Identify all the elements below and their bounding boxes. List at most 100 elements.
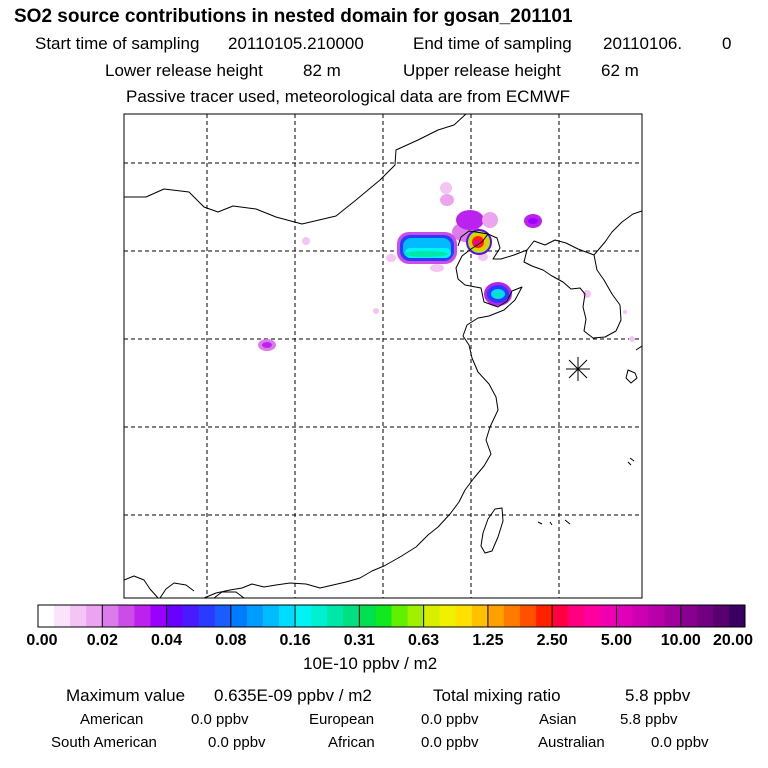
coast-japan — [625, 369, 638, 384]
upper-release-value: 62 m — [601, 61, 639, 80]
coast-liaodong — [457, 230, 489, 247]
plot-title: SO2 source contributions in nested domai… — [14, 6, 573, 27]
plume-faint — [302, 237, 310, 245]
region-name: South American — [51, 734, 157, 751]
plume-faint — [623, 310, 627, 314]
colorbar — [37, 604, 746, 628]
end-time-value: 20110106. — [603, 34, 683, 53]
region-name: American — [80, 711, 144, 728]
tracer-note: Passive tracer used, meteorological data… — [126, 87, 571, 106]
colorbar-tick-label: 2.50 — [536, 632, 568, 649]
colorbar-tick-label: 0.00 — [26, 632, 58, 649]
max-value-label: Maximum value — [66, 686, 186, 705]
coast-taiwan — [480, 507, 504, 554]
coast-korea — [523, 249, 622, 339]
colorbar-swatch — [648, 605, 666, 627]
total-mixing-label: Total mixing ratio — [433, 686, 561, 705]
lower-release-value: 82 m — [303, 61, 341, 80]
colorbar-swatch — [134, 605, 151, 627]
colorbar-swatch — [520, 605, 537, 627]
region-name: Asian — [539, 711, 577, 728]
colorbar-swatch — [664, 605, 682, 627]
plume-remote — [262, 342, 272, 348]
colorbar-swatch — [455, 605, 473, 627]
coast-japan — [635, 345, 642, 351]
colorbar-swatch — [423, 605, 441, 627]
end-time-hour: 0 — [722, 34, 732, 53]
colorbar-swatch — [616, 605, 634, 627]
colorbar-tick-label: 0.31 — [343, 632, 375, 649]
colorbar-swatch — [728, 605, 746, 627]
coast-south — [159, 582, 195, 598]
end-time-label: End time of sampling — [413, 34, 572, 53]
region-value: 0.0 ppbv — [208, 734, 266, 751]
colorbar-unit: 10E-10 ppbv / m2 — [303, 654, 438, 673]
colorbar-swatch — [439, 605, 457, 627]
colorbar-swatch — [552, 605, 569, 627]
border-line — [124, 114, 467, 225]
start-time-label: Start time of sampling — [35, 34, 200, 53]
plume-purple — [456, 210, 484, 230]
plume-purple — [528, 218, 538, 224]
colorbar-swatch — [680, 605, 698, 627]
colorbar-swatch — [632, 605, 650, 627]
region-name: European — [309, 711, 375, 728]
colorbar-swatch — [214, 605, 232, 627]
region-name: African — [328, 734, 375, 751]
colorbar-frame — [37, 604, 746, 628]
colorbar-swatch — [118, 605, 135, 627]
colorbar-swatch — [279, 605, 296, 627]
plume-faint — [440, 194, 454, 206]
colorbar-swatch — [198, 605, 216, 627]
colorbar-swatch — [230, 605, 248, 627]
plume-secondary — [494, 293, 502, 297]
colorbar-tick-label: 0.16 — [279, 632, 311, 649]
colorbar-tick-label: 20.00 — [712, 632, 754, 649]
plume-faint — [430, 264, 444, 272]
coast-island — [537, 457, 635, 526]
region-value: 0.0 ppbv — [651, 734, 709, 751]
coast-shandong — [203, 278, 523, 598]
colorbar-swatch — [262, 605, 280, 627]
colorbar-swatch — [568, 605, 585, 627]
colorbar-tick-label: 0.63 — [408, 632, 440, 649]
colorbar-swatch — [391, 605, 409, 627]
colorbar-swatch — [584, 605, 601, 627]
colorbar-swatch — [54, 605, 71, 627]
colorbar-swatch — [70, 605, 87, 627]
colorbar-swatch — [246, 605, 264, 627]
colorbar-swatch — [375, 605, 392, 627]
colorbar-swatch — [536, 605, 553, 627]
graticule — [124, 114, 642, 598]
colorbar-swatch — [471, 605, 489, 627]
plume-band — [404, 251, 448, 257]
colorbar-swatch — [600, 605, 617, 627]
plume-faint — [440, 182, 452, 194]
colorbar-tick-label: 0.04 — [150, 632, 183, 649]
colorbar-swatch — [359, 605, 376, 627]
plume-faint — [386, 254, 396, 262]
lower-release-label: Lower release height — [105, 61, 263, 80]
colorbar-swatch — [102, 605, 119, 627]
colorbar-swatch — [487, 605, 505, 627]
colorbar-swatch — [295, 605, 312, 627]
region-value: 0.0 ppbv — [421, 734, 479, 751]
region-value: 5.8 ppbv — [620, 711, 678, 728]
colorbar-swatch — [38, 605, 55, 627]
region-value: 0.0 ppbv — [191, 711, 249, 728]
plume-faint — [373, 308, 379, 314]
map-frame — [123, 113, 643, 599]
colorbar-swatch — [311, 605, 328, 627]
colorbar-tick-label: 5.00 — [600, 632, 633, 649]
colorbar-swatch — [86, 605, 103, 627]
total-mixing-value: 5.8 ppbv — [625, 686, 691, 705]
colorbar-swatch — [182, 605, 200, 627]
coastlines — [124, 114, 642, 598]
plume-layer — [258, 182, 635, 351]
border-southwest — [124, 575, 159, 598]
colorbar-swatch — [327, 605, 344, 627]
colorbar-swatch — [150, 605, 168, 627]
colorbar-tick-label: 0.02 — [86, 632, 118, 649]
plume-faint — [482, 212, 498, 228]
